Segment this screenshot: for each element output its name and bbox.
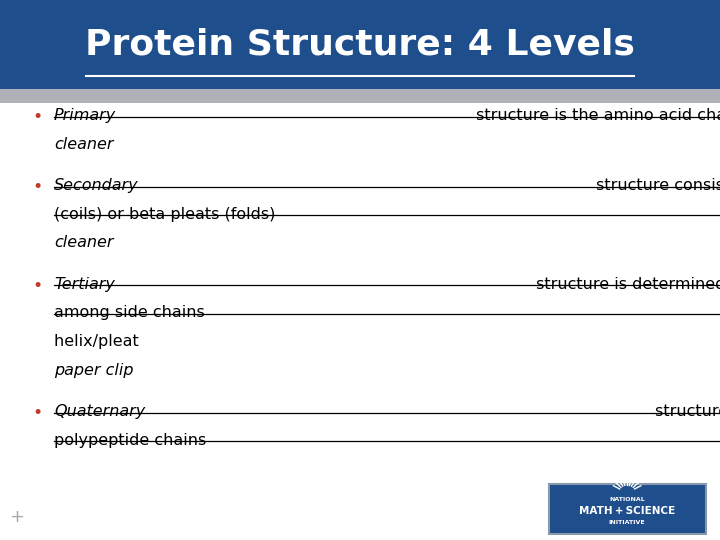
FancyBboxPatch shape xyxy=(0,89,720,103)
Text: polypeptide chains: polypeptide chains xyxy=(54,433,212,448)
Text: helix/pleat: helix/pleat xyxy=(54,334,144,349)
Text: NATIONAL: NATIONAL xyxy=(609,497,645,502)
Text: •: • xyxy=(32,178,42,196)
Text: •: • xyxy=(32,404,42,422)
Text: MATH + SCIENCE: MATH + SCIENCE xyxy=(579,505,675,516)
Text: cleaner: cleaner xyxy=(54,137,114,152)
Text: Primary: Primary xyxy=(54,108,116,123)
Text: INITIATIVE: INITIATIVE xyxy=(609,520,645,525)
Text: •: • xyxy=(32,277,42,295)
Text: (coils) or beta pleats (folds): (coils) or beta pleats (folds) xyxy=(54,207,281,222)
Text: structure is the amino acid chain  pipe: structure is the amino acid chain pipe xyxy=(472,108,720,123)
Text: cleaner: cleaner xyxy=(54,235,114,251)
Text: among side chains: among side chains xyxy=(54,306,204,320)
Text: Protein Structure: 4 Levels: Protein Structure: 4 Levels xyxy=(85,28,635,62)
Text: structure connects multiple: structure connects multiple xyxy=(650,404,720,419)
FancyBboxPatch shape xyxy=(0,0,720,89)
Text: Secondary: Secondary xyxy=(54,178,139,193)
Text: •: • xyxy=(32,108,42,126)
Text: paper clip: paper clip xyxy=(54,363,133,377)
Text: +: + xyxy=(9,508,24,526)
Text: Tertiary: Tertiary xyxy=(54,277,115,292)
Text: Quaternary: Quaternary xyxy=(54,404,145,419)
Text: structure consists of alpha helices: structure consists of alpha helices xyxy=(590,178,720,193)
Text: structure is determined by interactions: structure is determined by interactions xyxy=(531,277,720,292)
FancyBboxPatch shape xyxy=(549,484,706,534)
